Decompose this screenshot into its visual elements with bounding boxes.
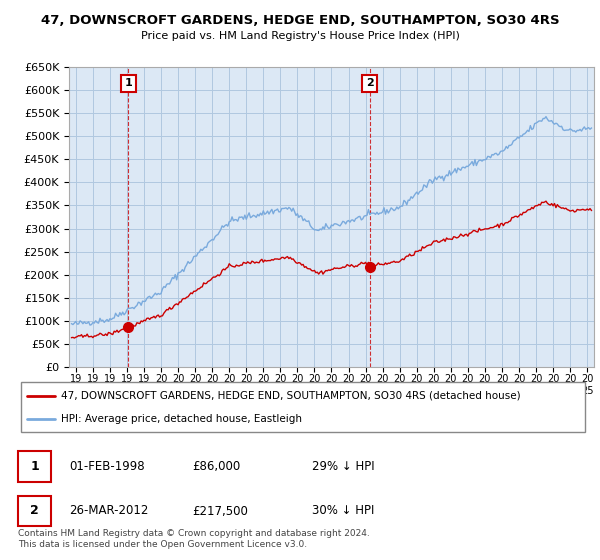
Text: 47, DOWNSCROFT GARDENS, HEDGE END, SOUTHAMPTON, SO30 4RS (detached house): 47, DOWNSCROFT GARDENS, HEDGE END, SOUTH… — [61, 391, 520, 401]
Text: 30% ↓ HPI: 30% ↓ HPI — [312, 505, 374, 517]
Text: 29% ↓ HPI: 29% ↓ HPI — [312, 460, 374, 473]
Text: 1: 1 — [124, 78, 132, 88]
Text: HPI: Average price, detached house, Eastleigh: HPI: Average price, detached house, East… — [61, 414, 302, 424]
Text: Contains HM Land Registry data © Crown copyright and database right 2024.
This d: Contains HM Land Registry data © Crown c… — [18, 529, 370, 549]
Text: 26-MAR-2012: 26-MAR-2012 — [69, 505, 148, 517]
FancyBboxPatch shape — [21, 382, 585, 432]
Text: 01-FEB-1998: 01-FEB-1998 — [69, 460, 145, 473]
Text: 1: 1 — [30, 460, 39, 473]
Text: Price paid vs. HM Land Registry's House Price Index (HPI): Price paid vs. HM Land Registry's House … — [140, 31, 460, 41]
Text: 2: 2 — [365, 78, 373, 88]
Text: 47, DOWNSCROFT GARDENS, HEDGE END, SOUTHAMPTON, SO30 4RS: 47, DOWNSCROFT GARDENS, HEDGE END, SOUTH… — [41, 14, 559, 27]
Text: £217,500: £217,500 — [192, 505, 248, 517]
Text: £86,000: £86,000 — [192, 460, 240, 473]
Text: 2: 2 — [30, 505, 39, 517]
